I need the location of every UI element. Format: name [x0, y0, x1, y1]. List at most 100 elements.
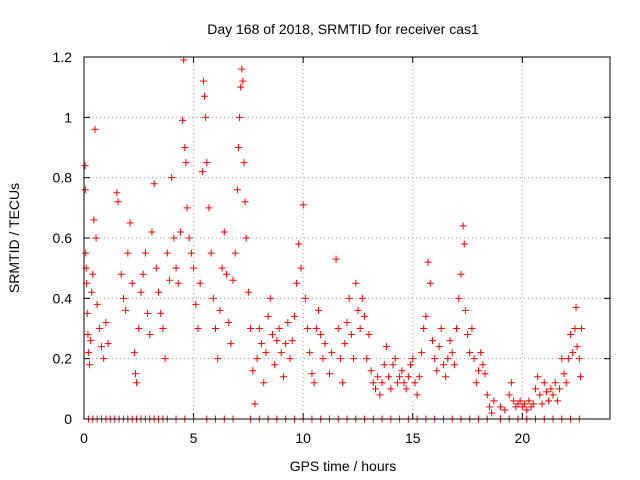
- data-point: [347, 331, 355, 339]
- data-point: [479, 361, 487, 369]
- data-point: [472, 379, 480, 387]
- data-point: [475, 367, 482, 375]
- data-point: [393, 379, 401, 387]
- data-point: [135, 325, 143, 332]
- data-point: [358, 294, 366, 302]
- data-point: [102, 318, 110, 326]
- data-point: [161, 355, 169, 363]
- data-point: [201, 92, 209, 100]
- data-point: [404, 373, 412, 381]
- data-point: [407, 361, 415, 369]
- data-point: [198, 168, 206, 176]
- data-point: [382, 343, 390, 351]
- data-point: [181, 144, 189, 151]
- data-point: [450, 361, 458, 369]
- data-point: [389, 361, 397, 369]
- data-point: [576, 373, 584, 381]
- data-point: [192, 300, 200, 308]
- data-point: [137, 288, 145, 296]
- data-point: [100, 355, 108, 363]
- data-point: [569, 349, 577, 357]
- data-point: [553, 397, 561, 405]
- data-point: [91, 125, 99, 133]
- data-point: [141, 249, 149, 257]
- data-point: [277, 349, 285, 357]
- data-point: [174, 279, 182, 287]
- data-point: [547, 385, 555, 393]
- data-point: [361, 312, 369, 320]
- chart-title: Day 168 of 2018, SRMTID for receiver cas…: [207, 21, 479, 37]
- data-point: [413, 391, 421, 399]
- data-point: [437, 325, 445, 332]
- data-point: [225, 318, 233, 326]
- data-point: [336, 355, 344, 363]
- data-point: [85, 361, 93, 369]
- x-tick-label: 15: [405, 430, 421, 446]
- data-point: [95, 325, 103, 332]
- data-point: [424, 258, 432, 266]
- data-point: [426, 279, 434, 287]
- data-point: [288, 337, 296, 345]
- data-point: [81, 162, 89, 170]
- data-point: [205, 204, 213, 212]
- data-point: [402, 385, 410, 393]
- data-point: [365, 331, 373, 339]
- data-point: [253, 355, 261, 363]
- data-point: [266, 294, 274, 302]
- data-point: [488, 409, 496, 417]
- data-point: [428, 337, 436, 345]
- data-point: [534, 373, 542, 381]
- data-point: [457, 270, 465, 278]
- data-point: [352, 279, 360, 287]
- data-point: [345, 294, 353, 302]
- data-point: [271, 361, 279, 369]
- data-point: [380, 361, 388, 369]
- data-point: [240, 159, 248, 167]
- data-point: [209, 294, 217, 302]
- data-point: [464, 331, 472, 339]
- data-point: [148, 228, 156, 236]
- data-point: [122, 306, 130, 314]
- data-point: [229, 276, 237, 284]
- data-point: [81, 186, 89, 194]
- data-point: [369, 379, 377, 387]
- data-point: [420, 325, 428, 332]
- data-point: [290, 312, 298, 320]
- data-point: [496, 403, 504, 411]
- data-point: [525, 397, 533, 405]
- data-point: [144, 309, 152, 317]
- data-point: [538, 400, 546, 408]
- data-point: [461, 306, 469, 314]
- data-point: [241, 198, 249, 206]
- data-point: [334, 325, 342, 332]
- data-point: [321, 340, 329, 348]
- data-point: [235, 144, 243, 151]
- y-tick-label: 0.8: [53, 170, 73, 186]
- data-point: [564, 355, 572, 363]
- data-point: [422, 312, 430, 320]
- data-point: [176, 228, 184, 236]
- data-point: [293, 279, 301, 287]
- data-point: [299, 201, 307, 209]
- data-point: [578, 325, 586, 332]
- data-point: [297, 264, 305, 272]
- data-point: [88, 288, 96, 296]
- data-point: [249, 367, 257, 375]
- data-point: [126, 219, 134, 227]
- data-point: [113, 189, 121, 197]
- data-point: [481, 370, 489, 378]
- data-points: [81, 56, 586, 423]
- data-point: [247, 325, 255, 332]
- data-point: [87, 337, 95, 345]
- data-point: [477, 349, 485, 357]
- data-point: [182, 159, 190, 167]
- y-tick-label: 0: [64, 411, 72, 427]
- data-point: [505, 391, 513, 399]
- data-point: [132, 370, 140, 378]
- x-tick-label: 5: [190, 430, 198, 446]
- data-point: [119, 294, 127, 302]
- data-point: [310, 379, 318, 387]
- x-tick-label: 20: [515, 430, 531, 446]
- axis-ticks: 0 0.2 0.4 0.6 0.8 1 1.2 0 5 10 15 20: [53, 49, 610, 446]
- data-point: [523, 406, 531, 414]
